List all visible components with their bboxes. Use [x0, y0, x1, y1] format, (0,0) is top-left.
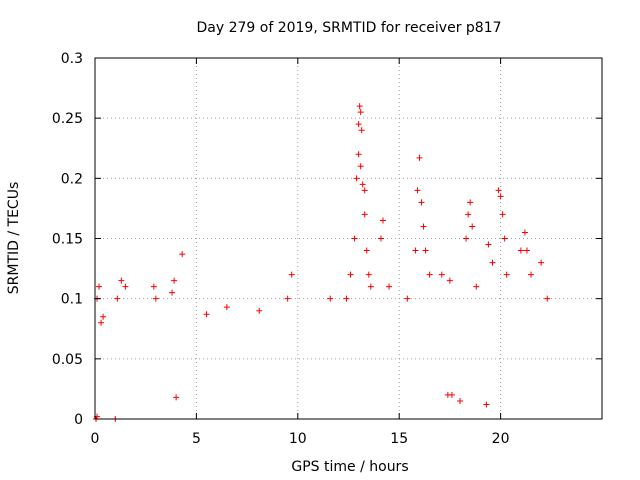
data-point	[467, 199, 474, 206]
data-point	[361, 211, 368, 218]
data-point	[96, 283, 103, 290]
data-point	[353, 175, 360, 182]
data-point	[365, 271, 372, 278]
data-point	[528, 271, 535, 278]
data-point	[150, 283, 157, 290]
data-point	[446, 277, 453, 284]
data-point	[363, 247, 370, 254]
data-point	[347, 271, 354, 278]
data-point	[114, 295, 121, 302]
data-point	[444, 391, 451, 398]
data-point	[357, 109, 364, 116]
data-point	[416, 154, 423, 161]
data-point	[495, 187, 502, 194]
y-axis-label: SRMTID / TECUs	[6, 182, 22, 295]
data-point	[361, 187, 368, 194]
data-point	[473, 283, 480, 290]
x-axis-label: GPS time / hours	[291, 459, 408, 475]
data-point	[544, 295, 551, 302]
x-tick-label: 20	[492, 431, 510, 447]
data-point	[327, 295, 334, 302]
data-point	[356, 103, 363, 110]
data-point	[523, 247, 530, 254]
data-point	[152, 295, 159, 302]
data-point	[355, 121, 362, 128]
data-point	[359, 181, 366, 188]
data-point	[538, 259, 545, 266]
data-point	[465, 211, 472, 218]
data-point	[179, 251, 186, 258]
data-point	[284, 295, 291, 302]
y-tick-label: 0.2	[61, 171, 83, 187]
data-point	[418, 199, 425, 206]
data-point	[499, 211, 506, 218]
data-point	[357, 163, 364, 170]
data-point	[414, 187, 421, 194]
x-tick-label: 0	[91, 431, 100, 447]
data-point	[457, 397, 464, 404]
data-point	[422, 247, 429, 254]
axis-ticks: 0 5 10 15 20 0 0.05 0.1 0.15 0.2 0.25 0.3	[52, 51, 602, 447]
data-point	[386, 283, 393, 290]
y-tick-label: 0.15	[52, 232, 83, 248]
data-point	[404, 295, 411, 302]
data-point	[489, 259, 496, 266]
data-point	[426, 271, 433, 278]
data-point	[98, 319, 105, 326]
data-point	[412, 247, 419, 254]
data-point	[517, 247, 524, 254]
chart-title: Day 279 of 2019, SRMTID for receiver p81…	[196, 20, 501, 36]
data-point	[367, 283, 374, 290]
data-point	[483, 401, 490, 408]
data-point	[351, 235, 358, 242]
data-point	[485, 241, 492, 248]
y-tick-label: 0.05	[52, 352, 83, 368]
data-point	[288, 271, 295, 278]
data-point	[171, 277, 178, 284]
y-tick-label: 0.25	[52, 111, 83, 127]
grid-lines	[95, 58, 602, 419]
x-tick-label: 10	[289, 431, 307, 447]
y-tick-label: 0.1	[61, 292, 83, 308]
data-point	[469, 223, 476, 230]
data-point	[438, 271, 445, 278]
data-points	[93, 103, 551, 422]
data-point	[358, 127, 365, 134]
data-point	[122, 283, 129, 290]
data-point	[501, 235, 508, 242]
data-point	[173, 394, 180, 401]
data-point	[420, 223, 427, 230]
data-point	[203, 311, 210, 318]
data-point	[377, 235, 384, 242]
y-tick-label: 0.3	[61, 51, 83, 67]
data-point	[343, 295, 350, 302]
data-point	[497, 193, 504, 200]
data-point	[100, 313, 107, 320]
data-point	[169, 289, 176, 296]
data-point	[463, 235, 470, 242]
x-tick-label: 5	[192, 431, 201, 447]
y-tick-label: 0	[74, 412, 83, 428]
x-tick-label: 15	[390, 431, 408, 447]
data-point	[223, 304, 230, 311]
data-point	[503, 271, 510, 278]
data-point	[256, 307, 263, 314]
data-point	[521, 229, 528, 236]
data-point	[379, 217, 386, 224]
data-point	[355, 151, 362, 158]
data-point	[118, 277, 125, 284]
